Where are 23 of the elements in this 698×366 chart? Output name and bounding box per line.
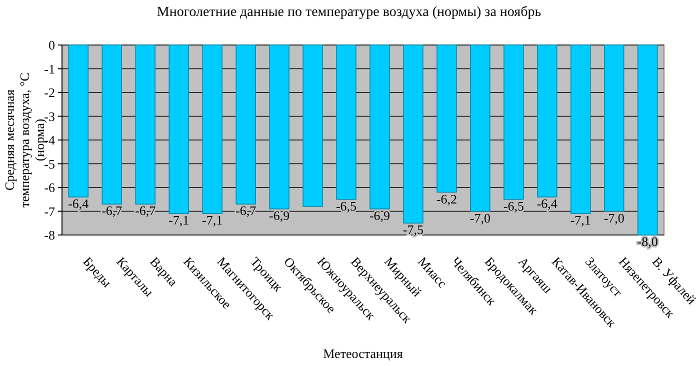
- data-label: -8,0: [637, 234, 658, 249]
- data-label: -6,4: [536, 196, 558, 211]
- data-label: -6,9: [369, 208, 390, 223]
- y-tick-label: -1: [44, 61, 55, 76]
- data-label: -7,1: [570, 212, 591, 228]
- data-label: -6,4: [68, 196, 90, 211]
- data-label: -6,2: [436, 191, 457, 206]
- y-tick-label: -2: [44, 85, 55, 100]
- data-label: -6,9: [269, 208, 290, 223]
- data-label: -7,1: [168, 212, 190, 228]
- y-tick-label: -8: [44, 228, 55, 243]
- x-axis-title: Метеостанция: [323, 346, 403, 361]
- y-tick-label: -6: [44, 180, 56, 196]
- data-label: -7,0: [604, 210, 624, 226]
- chart-title: Многолетние данные по температуре воздуха (нормы) за ноябрь: [156, 5, 542, 20]
- data-label: -7,5: [402, 222, 424, 238]
- data-label: -6,5: [503, 198, 524, 214]
- y-tick-label: 0: [48, 38, 55, 53]
- data-label: -7,1: [202, 212, 223, 228]
- y-tick-label: -7: [44, 204, 56, 219]
- y-tick-label: -3: [44, 108, 55, 124]
- data-label: -7,0: [470, 210, 490, 226]
- data-label: -6,5: [336, 198, 357, 214]
